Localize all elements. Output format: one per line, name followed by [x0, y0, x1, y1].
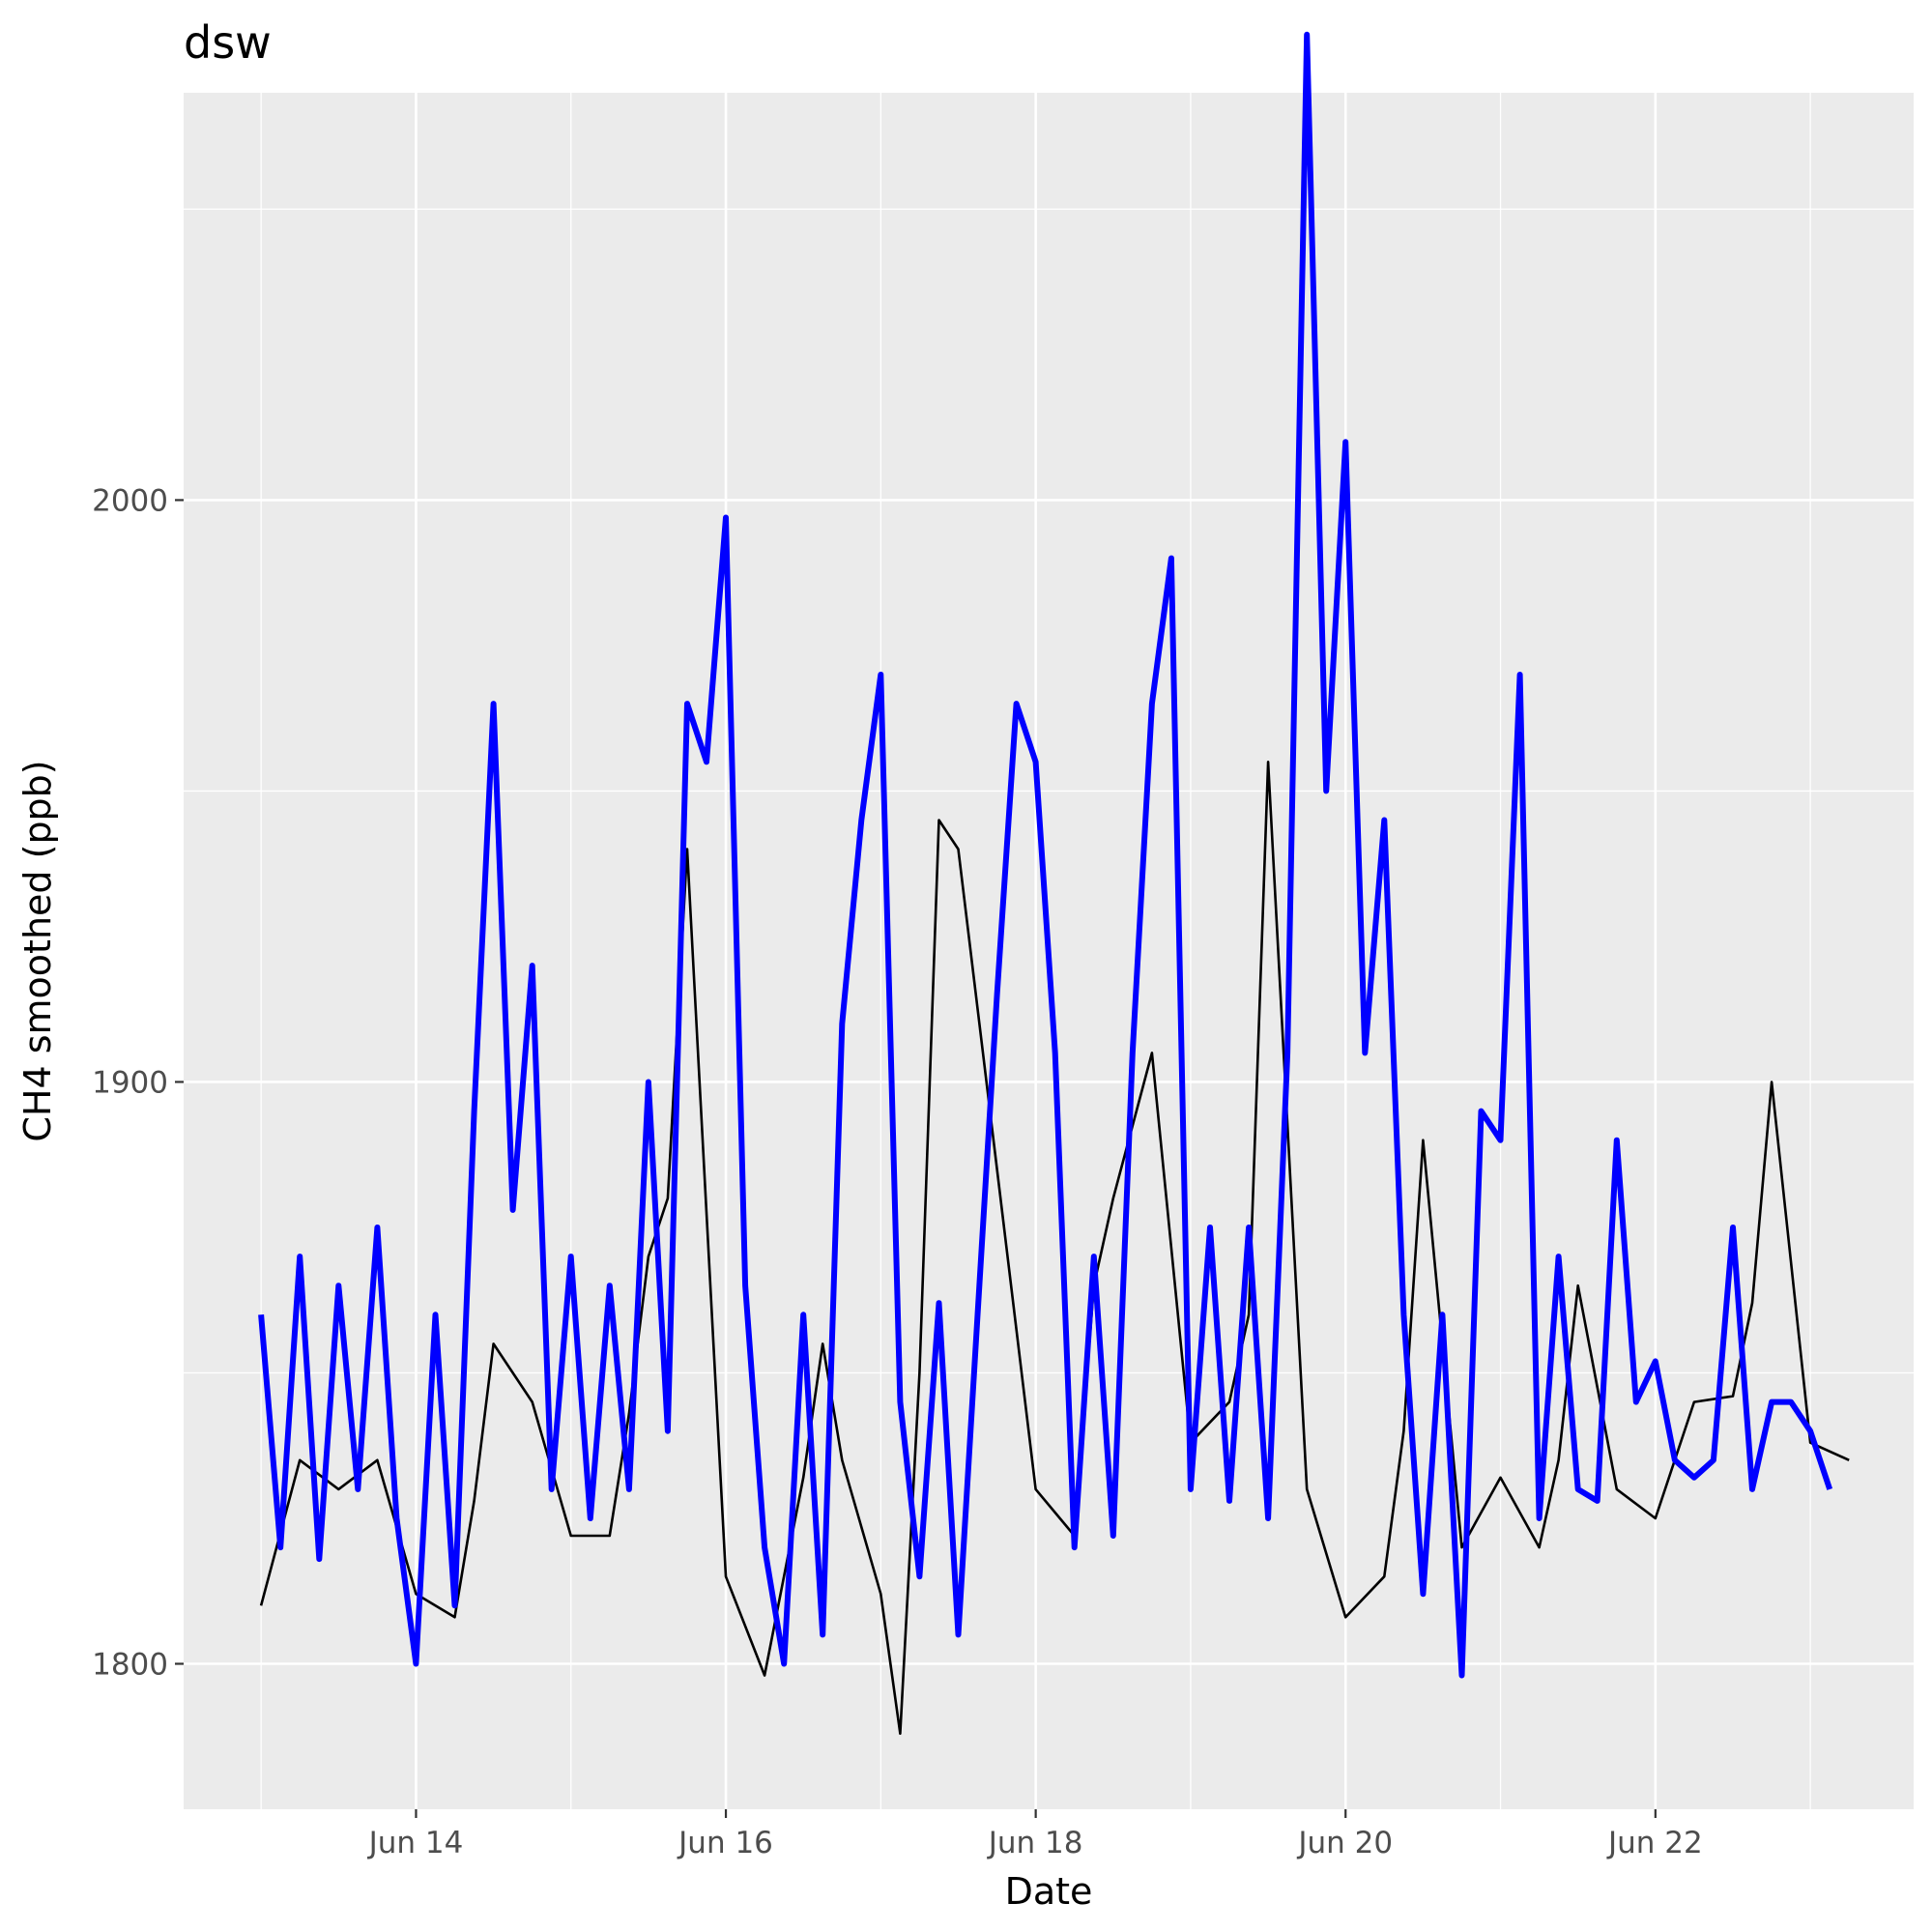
y-tick-label: 2000	[92, 483, 168, 518]
x-tick-label: Jun 14	[367, 1826, 464, 1860]
x-tick-label: Jun 20	[1296, 1826, 1393, 1860]
series-line-1	[259, 760, 1850, 1735]
series-line-2	[258, 31, 1833, 1679]
x-axis: Jun 14 Jun 16 Jun 18 Jun 20 Jun 22	[367, 1809, 1703, 1860]
y-tick-label: 1800	[92, 1647, 168, 1682]
x-tick-label: Jun 18	[987, 1826, 1083, 1860]
y-axis: 1800 1900 2000	[92, 483, 184, 1682]
minor-gridlines	[184, 93, 1914, 1809]
major-gridlines	[184, 93, 1914, 1809]
y-axis-title: CH4 smoothed (ppb)	[16, 760, 59, 1141]
x-axis-title: Date	[1005, 1870, 1093, 1913]
chart-title: dsw	[184, 16, 272, 69]
series-layer	[258, 31, 1850, 1735]
y-tick-label: 1900	[92, 1065, 168, 1100]
x-tick-label: Jun 22	[1606, 1826, 1703, 1860]
x-tick-label: Jun 16	[677, 1826, 773, 1860]
